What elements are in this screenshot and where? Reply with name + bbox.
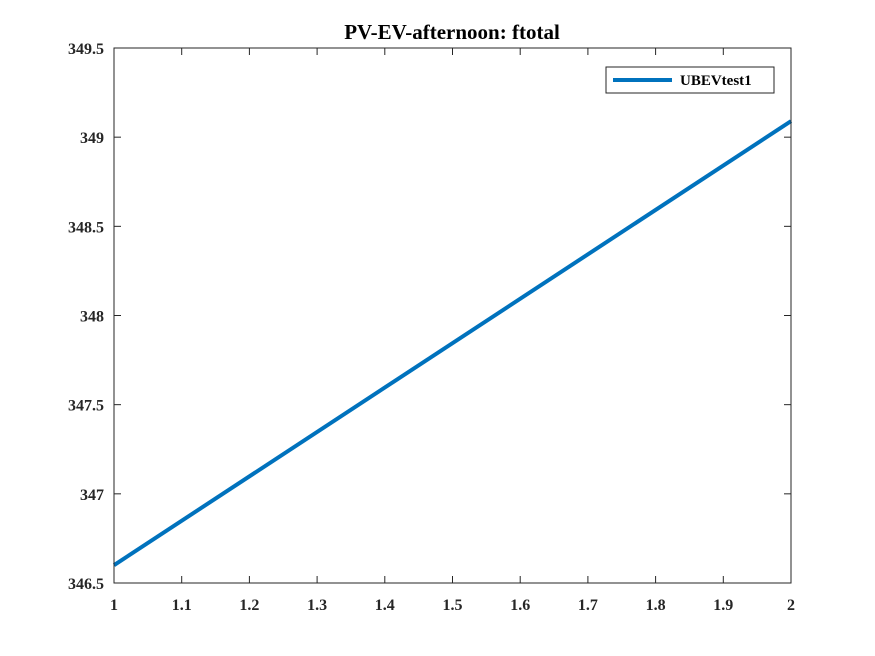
chart-title: PV-EV-afternoon: ftotal (344, 20, 560, 44)
x-tick-label: 2 (787, 597, 795, 614)
y-tick-label: 346.5 (68, 576, 104, 593)
x-tick-label: 1.7 (578, 597, 598, 614)
x-tick-label: 1 (110, 597, 118, 614)
y-tick-labels: 346.5 347 347.5 348 348.5 349 349.5 (68, 41, 104, 593)
y-tick-label: 348 (80, 309, 104, 326)
plot-background (114, 48, 791, 583)
plot-frame (113, 47, 792, 584)
legend: UBEVtest1 (605, 66, 775, 94)
x-tick-label: 1.9 (713, 597, 733, 614)
y-tick-label: 347 (80, 487, 104, 504)
x-tick-label: 1.1 (172, 597, 192, 614)
y-tick-label: 347.5 (68, 398, 104, 415)
x-tick-label: 1.3 (307, 597, 327, 614)
series-layer (112, 119, 793, 567)
y-tick-label: 349.5 (68, 41, 104, 58)
y-tick-label: 348.5 (68, 219, 104, 236)
x-tick-label: 1.2 (239, 597, 259, 614)
series-line (112, 119, 793, 567)
x-tick-label: 1.4 (375, 597, 395, 614)
x-tick-label: 1.8 (646, 597, 666, 614)
x-tick-labels: 1 1.1 1.2 1.3 1.4 1.5 1.6 1.7 1.8 1.9 2 (110, 597, 795, 614)
y-tick-label: 349 (80, 130, 104, 147)
x-tick-label: 1.6 (510, 597, 530, 614)
legend-label: UBEVtest1 (680, 73, 752, 89)
x-tick-label: 1.5 (443, 597, 463, 614)
